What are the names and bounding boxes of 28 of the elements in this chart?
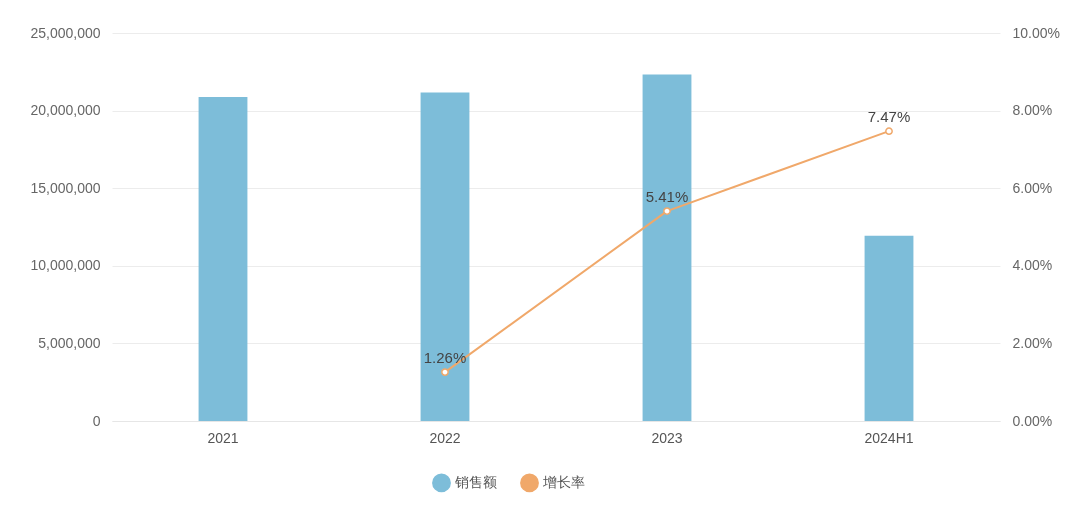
y2-tick-label: 2.00% [1012, 334, 1053, 351]
y-tick-label: 5,000,000 [38, 334, 101, 351]
bar [420, 92, 470, 421]
y-tick-label: 15,000,000 [30, 179, 101, 196]
y2-tick-label: 4.00% [1012, 257, 1053, 274]
data-label: 5.41% [645, 188, 689, 206]
legend-label: 增长率 [542, 473, 585, 490]
x-tick-label: 2021 [207, 429, 239, 446]
y-tick-label: 20,000,000 [30, 102, 101, 119]
y2-tick-label: 8.00% [1012, 102, 1053, 119]
bar [642, 74, 692, 421]
data-label: 7.47% [867, 108, 911, 126]
legend-label: 销售额 [454, 473, 497, 490]
y2-tick-label: 6.00% [1012, 179, 1053, 196]
y2-tick-label: 0.00% [1012, 412, 1053, 429]
y-tick-label: 25,000,000 [30, 24, 101, 41]
bar [198, 96, 248, 421]
data-label: 1.26% [423, 349, 467, 367]
x-tick-label: 2023 [651, 429, 683, 446]
point [441, 368, 449, 377]
point [663, 207, 671, 215]
y2-tick-label: 10.00% [1012, 24, 1060, 41]
bar [864, 235, 914, 421]
y-tick-label: 0 [92, 412, 101, 429]
x-tick-label: 2022 [429, 429, 461, 446]
y-tick-label: 10,000,000 [30, 257, 101, 274]
x-tick-label: 2024H1 [864, 429, 914, 446]
point [885, 127, 893, 136]
